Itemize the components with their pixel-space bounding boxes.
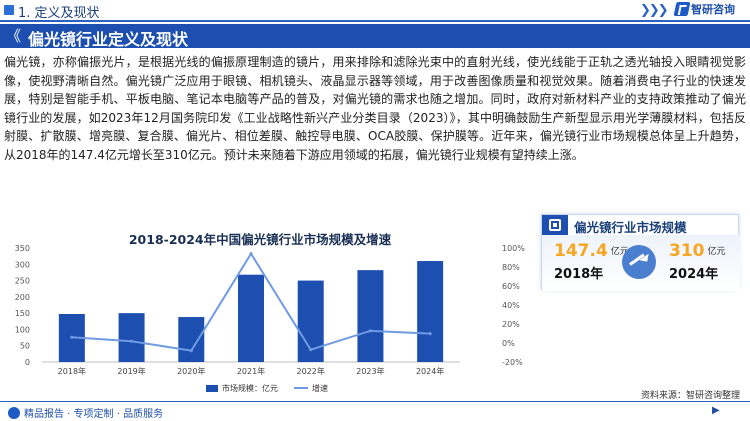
chart-title: 2018-2024年中国偏光镜行业市场规模及增速 [128,232,392,247]
next-page-icon[interactable]: ▶ [712,405,720,416]
legend-line-label: 增速 [312,383,328,393]
y-left-tick-label: 0 [25,358,30,367]
x-tick-label: 2024年 [416,366,444,376]
section-marker-icon [4,5,14,15]
stat-2018: 147.4 亿元 2018年 [554,241,629,282]
top-bar: 1. 定义及现状 ❯❯❯ 智研咨询 [0,0,750,22]
card-ribbon [542,215,568,235]
y-left-tick-label: 350 [15,244,30,253]
stat-unit-2024: 亿元 [707,247,726,257]
y-right-tick-label: 0% [502,339,515,348]
growth-point [249,252,253,256]
market-size-card: 偏光镜行业市场规模 147.4 亿元 2018年 310 亿元 2024年 [541,214,740,291]
y-left-tick-label: 250 [15,277,30,286]
market-chart: 0 50 100 150 200 250 300 350 -20% 0% 20% 40% 60% 80% 1… [15,244,526,393]
y-left-tick-label: 50 [20,342,30,351]
growth-point [309,348,313,352]
y-right-tick-label: -20% [502,358,523,367]
growth-point [189,349,193,353]
y-right-tick-label: 100% [502,244,525,253]
card-title: 偏光镜行业市场规模 [574,220,687,235]
card-header: 偏光镜行业市场规模 [542,215,740,235]
bar [118,313,145,362]
growth-arrow-icon [622,245,656,279]
legend-bar-label: 市场规模：亿元 [222,383,278,393]
y-right-tick-label: 20% [502,320,520,329]
growth-point [70,335,74,339]
growth-point [129,339,134,343]
bar [417,261,444,362]
y-left-tick-label: 300 [15,260,30,269]
chart-icon [549,219,561,231]
x-tick-label: 2021年 [237,366,265,376]
x-tick-label: 2018年 [58,366,86,376]
section-label: 1. 定义及现状 [18,6,100,21]
page-title: 偏光镜行业定义及现状 [28,30,189,49]
stat-value-2018: 147.4 [554,241,608,261]
stat-unit-2018: 亿元 [610,247,629,257]
x-tick-label: 2022年 [297,366,325,376]
y-left-tick-label: 100 [15,325,30,334]
growth-point [368,329,373,333]
stat-value-2024: 310 [669,241,705,261]
y-right-tick-label: 60% [502,282,520,291]
x-tick-label: 2023年 [356,366,384,376]
brand-logo: 智研咨询 [673,1,735,17]
y-right-tick-label: 80% [502,263,520,272]
y-left-tick-label: 150 [15,309,30,318]
bar [238,274,264,362]
source-note: 资料来源：智研咨询整理 [640,391,740,401]
y-right-tick-label: 40% [502,301,520,310]
slogan-text: 精品报告 · 专项定制 · 品质服务 [24,409,164,420]
footer-divider [0,401,750,402]
growth-point [428,331,432,336]
top-divider [0,20,750,22]
footer: 资料来源：智研咨询整理 精品报告 · 专项定制 · 品质服务 ▶ [0,391,750,421]
y-left-tick-label: 200 [15,293,30,302]
x-tick-label: 2019年 [117,366,145,376]
legend-bar-swatch [206,385,218,392]
logo-icon [673,2,691,16]
stat-year-2024: 2024年 [669,267,719,282]
body-paragraph: 偏光镜，亦称偏振光片，是根据光线的偏振原理制造的镜片，用来排除和滤除光束中的直射… [4,55,746,162]
card-body: 147.4 亿元 2018年 310 亿元 2024年 [542,235,740,291]
title-arrow-icon: 《 [6,27,22,45]
page-title-band: 《 偏光镜行业定义及现状 [0,24,750,49]
chevrons-icon: ❯❯❯ [640,3,669,18]
bar [357,270,384,362]
x-tick-label: 2020年 [177,366,205,376]
stat-year-2018: 2018年 [554,267,604,282]
footer-slogan: 精品报告 · 专项定制 · 品质服务 [8,405,163,420]
footer-logo-icon [8,406,20,419]
logo-text: 智研咨询 [691,3,735,16]
stat-2024: 310 亿元 2024年 [669,241,726,282]
bar [178,317,205,362]
